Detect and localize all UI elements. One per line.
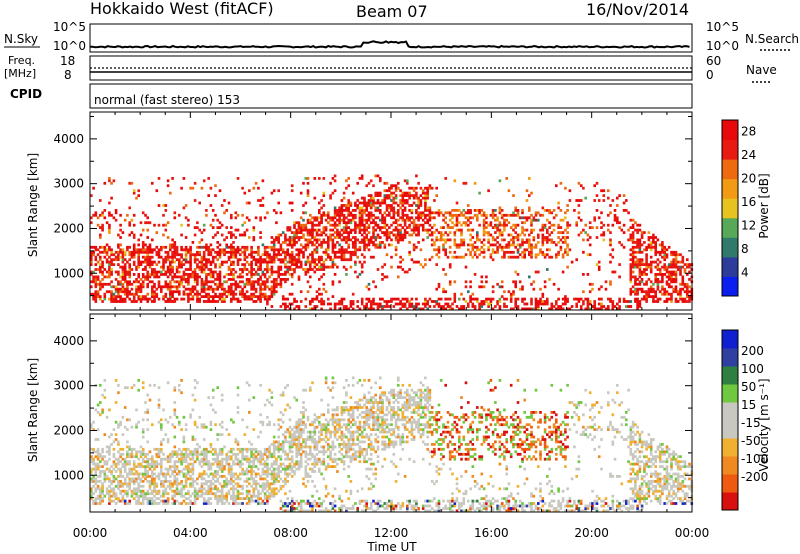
freq-strip: 18 8 Freq. [MHz] 60 0 Nave <box>4 54 777 83</box>
power-y-axis: 1000 2000 3000 4000 <box>53 115 692 297</box>
power-colorbar-tick: 4 <box>741 266 749 280</box>
power-colorbar-tick: 28 <box>741 125 756 139</box>
power-colorbar-tick: 12 <box>741 219 756 233</box>
nsky-trace <box>89 40 690 49</box>
velocity-colorbar-tick: -100 <box>741 452 768 466</box>
power-panel: 1000 2000 3000 4000 Slant Range [km] <box>26 111 694 311</box>
y-tick-label: 1000 <box>53 468 84 482</box>
time-axis: 00:00 04:00 08:00 12:00 16:00 20:00 00:00 <box>73 112 710 540</box>
nsky-tick-bottom-right: 10^0 <box>706 39 739 53</box>
nsky-strip: N.Sky 10^5 10^0 10^5 10^0 N.Search <box>4 20 799 53</box>
velocity-colorbar-tick: 100 <box>741 362 764 376</box>
power-colorbar-tick: 8 <box>741 242 749 256</box>
cpid-text: normal (fast stereo) 153 <box>94 93 240 107</box>
time-axis-label: Time UT <box>366 540 417 554</box>
y-tick-label: 4000 <box>53 334 84 348</box>
power-colorbar-tick: 16 <box>741 195 756 209</box>
velocity-y-axis: 1000 2000 3000 4000 <box>53 317 692 499</box>
velocity-panel: 1000 2000 3000 4000 Slant Range [km] <box>26 313 694 513</box>
velocity-ylabel: Slant Range [km] <box>26 358 40 462</box>
power-colorbar: 4 8 12 16 20 24 28 <box>721 119 756 297</box>
nsky-tick-top-left: 10^5 <box>53 20 86 34</box>
velocity-colorbar: 200 100 50 15 -15 -50 -100 -200 <box>721 329 768 511</box>
x-tick-label: 20:00 <box>574 526 609 540</box>
velocity-colorbar-tick: -15 <box>741 416 761 430</box>
x-tick-label: 04:00 <box>173 526 208 540</box>
freq-unit-label: [MHz] <box>4 67 36 80</box>
nsky-tick-bottom-left: 10^0 <box>53 39 86 53</box>
velocity-data <box>90 376 694 513</box>
y-tick-label: 3000 <box>53 379 84 393</box>
x-tick-label: 08:00 <box>273 526 308 540</box>
nave-tick-top: 60 <box>706 54 721 68</box>
velocity-colorbar-tick: -200 <box>741 470 768 484</box>
velocity-colorbar-tick: -50 <box>741 434 761 448</box>
x-tick-label: 00:00 <box>73 526 108 540</box>
y-tick-label: 1000 <box>53 266 84 280</box>
nave-label: Nave <box>746 63 777 77</box>
station-title: Hokkaido West (fitACF) <box>90 0 274 18</box>
nsearch-label: N.Search <box>745 32 799 46</box>
velocity-colorbar-tick: 200 <box>741 344 764 358</box>
x-tick-label: 16:00 <box>474 526 509 540</box>
y-tick-label: 4000 <box>53 132 84 146</box>
power-ylabel: Slant Range [km] <box>26 153 40 257</box>
freq-label: Freq. <box>8 54 35 67</box>
velocity-colorbar-tick: 50 <box>741 380 756 394</box>
velocity-colorbar-label: Velocity [m s⁻¹] <box>757 378 771 471</box>
y-tick-label: 3000 <box>53 177 84 191</box>
freq-tick-bottom: 8 <box>64 68 72 82</box>
power-data <box>90 174 694 311</box>
cpid-label: CPID <box>10 87 42 101</box>
nave-tick-bottom: 0 <box>706 68 714 82</box>
nsky-label: N.Sky <box>4 32 38 46</box>
power-colorbar-tick: 20 <box>741 172 756 186</box>
power-colorbar-label: Power [dB] <box>757 173 771 238</box>
nsky-tick-top-right: 10^5 <box>706 20 739 34</box>
y-tick-label: 2000 <box>53 423 84 437</box>
power-colorbar-tick: 24 <box>741 148 756 162</box>
cpid-strip: CPID normal (fast stereo) 153 <box>10 83 693 109</box>
freq-tick-top: 18 <box>60 54 75 68</box>
x-tick-label: 12:00 <box>374 526 409 540</box>
date-title: 16/Nov/2014 <box>586 0 689 19</box>
beam-title: Beam 07 <box>356 2 428 21</box>
velocity-colorbar-tick: 15 <box>741 398 756 412</box>
x-tick-label: 00:00 <box>675 526 710 540</box>
y-tick-label: 2000 <box>53 221 84 235</box>
